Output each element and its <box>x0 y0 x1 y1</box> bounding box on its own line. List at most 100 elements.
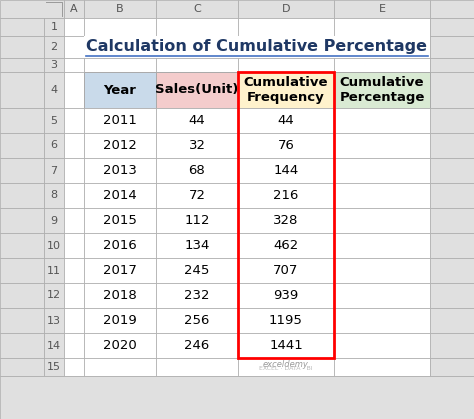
Bar <box>64 233 84 258</box>
Bar <box>84 133 156 158</box>
Bar <box>84 308 156 333</box>
Bar <box>238 108 334 133</box>
Bar <box>44 283 64 308</box>
Bar <box>156 158 238 183</box>
Bar <box>84 308 156 333</box>
Text: 246: 246 <box>184 339 210 352</box>
Bar <box>334 158 430 183</box>
Bar <box>156 208 238 233</box>
Text: 2015: 2015 <box>103 214 137 227</box>
Text: 12: 12 <box>47 290 61 300</box>
Bar <box>334 158 430 183</box>
Bar <box>156 258 238 283</box>
Bar <box>0 358 44 376</box>
Bar <box>64 308 84 333</box>
Bar <box>0 308 44 333</box>
Bar <box>334 0 430 18</box>
Bar <box>334 133 430 158</box>
Bar <box>156 18 238 36</box>
Bar <box>156 283 238 308</box>
Text: 9: 9 <box>50 215 57 225</box>
Bar <box>64 183 84 208</box>
Text: 144: 144 <box>273 164 299 177</box>
Text: 32: 32 <box>189 139 206 152</box>
Bar <box>156 308 238 333</box>
Bar <box>0 36 44 58</box>
Bar <box>84 36 156 58</box>
Bar <box>84 258 156 283</box>
Bar <box>238 72 334 108</box>
Bar <box>334 308 430 333</box>
Bar <box>64 18 84 36</box>
Bar <box>84 108 156 133</box>
Text: 2013: 2013 <box>103 164 137 177</box>
Text: 1: 1 <box>51 22 57 32</box>
Text: Cumulative
Frequency: Cumulative Frequency <box>244 77 328 103</box>
Bar <box>64 283 84 308</box>
Bar <box>156 108 238 133</box>
Bar <box>238 133 334 158</box>
Text: 68: 68 <box>189 164 205 177</box>
Text: C: C <box>193 4 201 14</box>
Bar <box>156 58 238 72</box>
Bar <box>156 0 238 18</box>
Bar <box>430 58 474 72</box>
Bar <box>156 233 238 258</box>
Bar <box>238 358 334 376</box>
Bar <box>238 133 334 158</box>
Bar <box>238 72 334 108</box>
Bar <box>430 208 474 233</box>
Bar <box>334 233 430 258</box>
Bar <box>238 183 334 208</box>
Bar <box>334 72 430 108</box>
Bar <box>84 258 156 283</box>
Bar <box>156 333 238 358</box>
Bar <box>238 158 334 183</box>
Bar <box>430 158 474 183</box>
Bar <box>0 133 44 158</box>
Text: 2017: 2017 <box>103 264 137 277</box>
Bar <box>334 108 430 133</box>
Bar <box>84 72 156 108</box>
Text: 1441: 1441 <box>269 339 303 352</box>
Bar <box>156 358 238 376</box>
Bar <box>64 358 84 376</box>
Bar <box>238 258 334 283</box>
Text: 112: 112 <box>184 214 210 227</box>
Bar <box>0 283 44 308</box>
Text: 2019: 2019 <box>103 314 137 327</box>
Bar <box>430 36 474 58</box>
Bar <box>0 0 64 18</box>
Bar <box>156 233 238 258</box>
Bar <box>334 283 430 308</box>
Bar <box>430 308 474 333</box>
Bar <box>0 333 44 358</box>
Text: 3: 3 <box>51 60 57 70</box>
Bar <box>84 58 156 72</box>
Text: 8: 8 <box>50 191 57 201</box>
Text: 6: 6 <box>51 140 57 150</box>
Text: 5: 5 <box>51 116 57 126</box>
Bar <box>44 308 64 333</box>
Bar <box>44 18 64 36</box>
Bar <box>84 108 156 133</box>
Bar <box>334 358 430 376</box>
Bar <box>238 308 334 333</box>
Bar <box>238 18 334 36</box>
Bar <box>44 108 64 133</box>
Bar <box>64 108 84 133</box>
Bar <box>84 333 156 358</box>
Text: A: A <box>70 4 78 14</box>
Bar <box>334 72 430 108</box>
Bar <box>0 72 44 108</box>
Bar <box>84 36 430 58</box>
Bar <box>64 333 84 358</box>
Bar <box>430 358 474 376</box>
Text: 7: 7 <box>50 166 57 176</box>
Bar <box>44 208 64 233</box>
Bar <box>44 158 64 183</box>
Bar <box>84 333 156 358</box>
Text: 232: 232 <box>184 289 210 302</box>
Bar <box>84 233 156 258</box>
Text: 256: 256 <box>184 314 210 327</box>
